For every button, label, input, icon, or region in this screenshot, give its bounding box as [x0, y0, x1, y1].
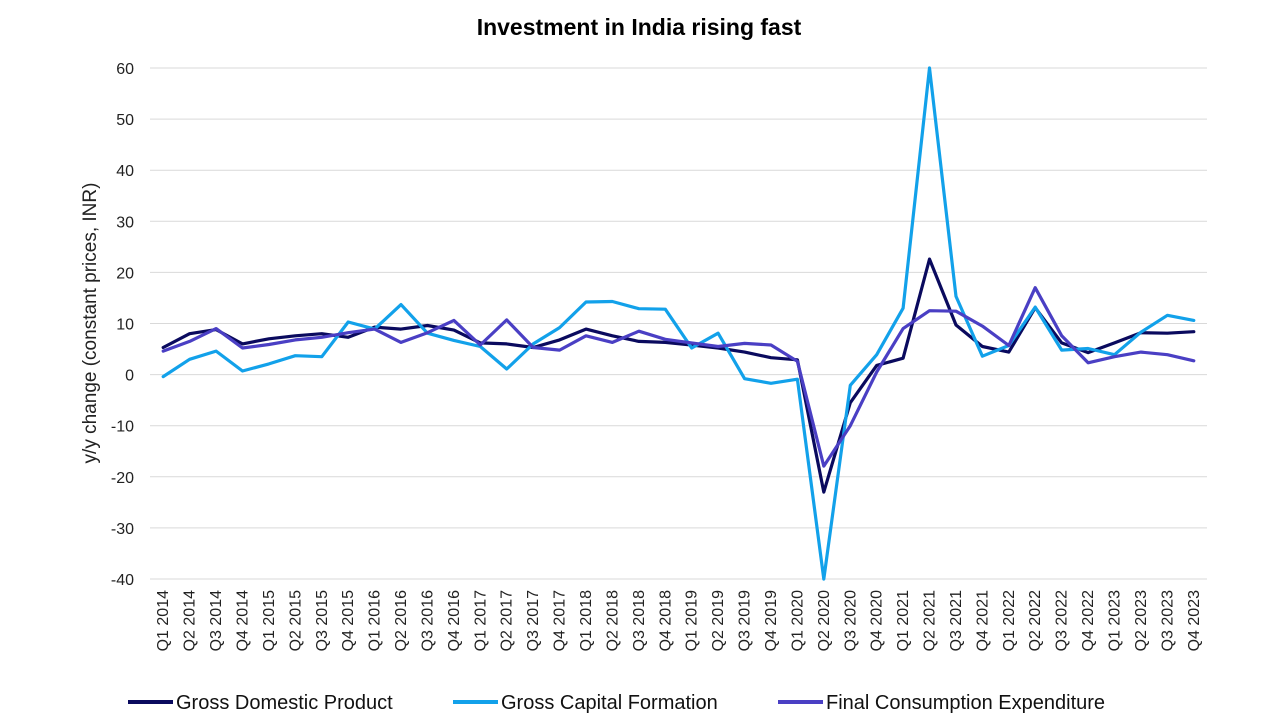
x-tick-label: Q4 2018 [657, 590, 674, 651]
x-tick-label: Q1 2022 [1001, 590, 1018, 651]
x-tick-label: Q2 2016 [393, 590, 410, 651]
x-tick-label: Q1 2014 [155, 590, 172, 651]
x-axis-ticks: Q1 2014 Q2 2014 Q3 2014 Q4 2014 Q1 2015 Q2 20… [155, 590, 1203, 651]
legend-label-2: Gross Capital Formation [501, 692, 718, 714]
x-tick-label: Q3 2020 [842, 590, 859, 651]
legend-label-1: Gross Domestic Product [176, 692, 393, 714]
x-tick-label: Q1 2016 [367, 590, 384, 651]
y-tick-label: 20 [116, 265, 134, 282]
y-axis-label: y/y change (constant prices, INR) [80, 183, 101, 464]
x-tick-label: Q2 2019 [710, 590, 727, 651]
x-tick-label: Q4 2014 [234, 590, 251, 651]
x-tick-label: Q3 2014 [208, 590, 225, 651]
x-tick-label: Q4 2020 [869, 590, 886, 651]
x-tick-label: Q3 2017 [525, 590, 542, 651]
x-tick-label: Q3 2021 [948, 590, 965, 651]
x-tick-label: Q4 2017 [552, 590, 569, 651]
x-tick-label: Q1 2020 [789, 590, 806, 651]
x-tick-label: Q2 2023 [1133, 590, 1150, 651]
x-tick-label: Q2 2018 [604, 590, 621, 651]
y-tick-label: 30 [116, 214, 134, 231]
x-tick-label: Q1 2019 [684, 590, 701, 651]
x-tick-label: Q2 2022 [1027, 590, 1044, 651]
x-tick-label: Q4 2019 [763, 590, 780, 651]
series-lines [161, 66, 1196, 581]
x-tick-label: Q4 2022 [1080, 590, 1097, 651]
x-tick-label: Q2 2021 [922, 590, 939, 651]
x-tick-label: Q1 2021 [895, 590, 912, 651]
x-tick-label: Q3 2022 [1054, 590, 1071, 651]
legend-label-3: Final Consumption Expenditure [826, 692, 1105, 714]
y-tick-label: 10 [116, 317, 134, 334]
y-tick-label: 40 [116, 163, 134, 180]
y-axis-ticks: 60 50 40 30 20 10 0 -10 -20 -30 -40 [111, 61, 134, 589]
y-tick-label: 50 [116, 112, 134, 129]
y-tick-label: 60 [116, 61, 134, 78]
y-tick-label: -40 [111, 572, 134, 589]
series-line-2 [161, 66, 1196, 581]
x-tick-label: Q1 2023 [1107, 590, 1124, 651]
x-tick-label: Q1 2018 [578, 590, 595, 651]
gridlines [150, 67, 1207, 580]
x-tick-label: Q2 2014 [182, 590, 199, 651]
series-line-3 [161, 286, 1196, 468]
x-tick-label: Q3 2015 [314, 590, 331, 651]
legend: Gross Domestic Product Gross Capital Form… [128, 692, 1105, 714]
x-tick-label: Q2 2020 [816, 590, 833, 651]
y-tick-label: -20 [111, 470, 134, 487]
x-tick-label: Q2 2015 [287, 590, 304, 651]
chart-title: Investment in India rising fast [477, 14, 802, 40]
x-tick-label: Q3 2018 [631, 590, 648, 651]
x-tick-label: Q4 2015 [340, 590, 357, 651]
x-tick-label: Q3 2016 [419, 590, 436, 651]
y-tick-label: -30 [111, 521, 134, 538]
x-tick-label: Q2 2017 [499, 590, 516, 651]
y-tick-label: 0 [125, 368, 134, 385]
x-tick-label: Q4 2023 [1186, 590, 1203, 651]
x-tick-label: Q4 2021 [974, 590, 991, 651]
x-tick-label: Q4 2016 [446, 590, 463, 651]
x-tick-label: Q1 2015 [261, 590, 278, 651]
y-tick-label: -10 [111, 419, 134, 436]
x-tick-label: Q3 2023 [1159, 590, 1176, 651]
x-tick-label: Q3 2019 [737, 590, 754, 651]
x-tick-label: Q1 2017 [472, 590, 489, 651]
